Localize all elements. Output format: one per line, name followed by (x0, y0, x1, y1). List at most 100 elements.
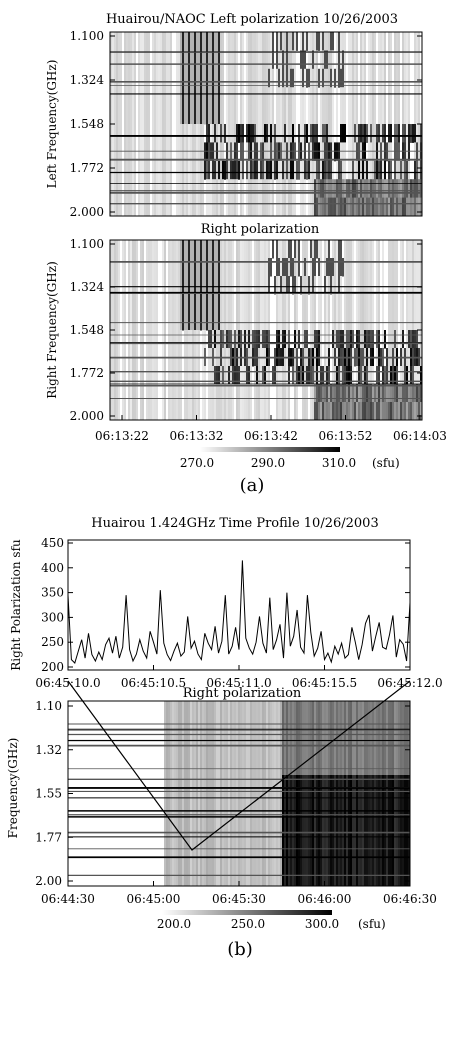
spectrogram-cell (300, 87, 302, 107)
spectrogram-cell (188, 240, 190, 259)
spectrogram-cell (394, 849, 396, 868)
a-top-ylabel: Left Frequency(GHz) (45, 60, 59, 189)
spectrogram-cell (374, 87, 376, 107)
spectrogram-cell (350, 793, 352, 813)
spectrogram-cell (284, 68, 286, 88)
spectrogram-cell (206, 276, 208, 295)
spectrogram-cell (402, 32, 404, 51)
spectrogram-cell (274, 756, 276, 776)
spectrogram-cell (192, 294, 194, 313)
spectrogram-cell (240, 312, 242, 331)
spectrogram-cell (414, 197, 416, 217)
spectrogram-cell (318, 812, 320, 831)
spectrogram-cell (332, 793, 334, 813)
spectrogram-cell (310, 738, 312, 757)
spectrogram-cell (196, 330, 198, 349)
spectrogram-cell (222, 849, 224, 868)
spectrogram-cell (398, 701, 400, 720)
spectrogram-cell (286, 867, 288, 887)
spectrogram-cell (266, 294, 268, 313)
spectrogram-cell (394, 775, 396, 794)
spectrogram-cell (404, 105, 406, 125)
spectrogram-cell (260, 830, 262, 850)
spectrogram-cell (302, 294, 304, 313)
spectrogram-cell (308, 142, 310, 162)
spectrogram-cell (124, 384, 126, 403)
spectrogram-cell (114, 124, 116, 143)
spectrogram-cell (216, 142, 218, 162)
spectrogram-cell (252, 124, 254, 143)
spectrogram-cell (288, 87, 290, 107)
spectrogram-cell (180, 756, 182, 776)
spectrogram-cell (248, 179, 250, 199)
spectrogram-cell (184, 68, 186, 88)
spectrogram-cell (174, 330, 176, 349)
spectrogram-cell (344, 105, 346, 125)
spectrogram-cell (322, 756, 324, 776)
spectrogram-cell (222, 701, 224, 720)
spectrogram-cell (372, 775, 374, 794)
spectrogram-cell (266, 105, 268, 125)
spectrogram-cell (386, 701, 388, 720)
spectrogram-cell (304, 312, 306, 331)
spectrogram-cell (256, 366, 258, 385)
spectrogram-cell (328, 105, 330, 125)
spectrogram-cell (368, 179, 370, 199)
spectrogram-cell (234, 50, 236, 70)
spectrogram-cell (406, 867, 408, 887)
spectrogram-cell (282, 830, 284, 850)
spectrogram-cell (400, 258, 402, 277)
spectrogram-cell (194, 124, 196, 143)
spectrogram-cell (418, 240, 420, 259)
spectrogram-cell (396, 240, 398, 259)
spectrogram-cell (286, 793, 288, 813)
spectrogram-cell (190, 258, 192, 277)
spectrogram-cell (290, 105, 292, 125)
spectrogram-cell (220, 258, 222, 277)
spectrogram-cell (166, 142, 168, 162)
spectrogram-cell (320, 294, 322, 313)
spectrogram-cell (320, 330, 322, 349)
spectrogram-cell (196, 312, 198, 331)
spectrogram-cell (286, 50, 288, 70)
spectrogram-cell (348, 330, 350, 349)
spectrogram-cell (334, 701, 336, 720)
spectrogram-cell (232, 197, 234, 217)
spectrogram-cell (202, 775, 204, 794)
spectrogram-cell (262, 160, 264, 180)
spectrogram-cell (202, 701, 204, 720)
spectrogram-cell (112, 179, 114, 199)
spectrogram-cell (338, 384, 340, 403)
spectrogram-cell (268, 32, 270, 51)
spectrogram-cell (280, 142, 282, 162)
spectrogram-cell (310, 793, 312, 813)
spectrogram-cell (270, 142, 272, 162)
spectrogram-cell (338, 50, 340, 70)
spectrogram-cell (166, 197, 168, 217)
spectrogram-cell (368, 756, 370, 776)
spectrogram-cell (140, 160, 142, 180)
spectrogram-cell (368, 276, 370, 295)
spectrogram-cell (170, 68, 172, 88)
spectrogram-cell (180, 330, 182, 349)
spectrogram-cell (358, 258, 360, 277)
spectrogram-cell (342, 124, 344, 143)
spectrogram-cell (168, 294, 170, 313)
spectrogram-cell (290, 775, 292, 794)
spectrogram-cell (266, 50, 268, 70)
spectrogram-cell (112, 366, 114, 385)
spectrogram-cell (242, 366, 244, 385)
spectrogram-cell (244, 294, 246, 313)
spectrogram-cell (216, 849, 218, 868)
spectrogram-cell (412, 240, 414, 259)
spectrogram-cell (146, 197, 148, 217)
spectrogram-cell (244, 830, 246, 850)
spectrogram-cell (206, 294, 208, 313)
spectrogram-cell (384, 68, 386, 88)
spectrogram-cell (130, 402, 132, 421)
spectrogram-cell (402, 812, 404, 831)
spectrogram-cell (306, 793, 308, 813)
spectrogram-cell (408, 197, 410, 217)
spectrogram-cell (202, 240, 204, 259)
spectrogram-cell (384, 179, 386, 199)
